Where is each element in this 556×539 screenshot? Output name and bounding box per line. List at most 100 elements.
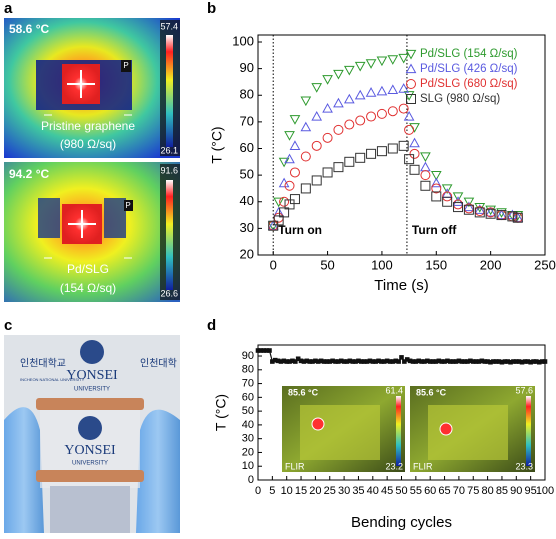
- marker: [409, 123, 420, 133]
- marker: [398, 103, 409, 114]
- y-tick-label: 80: [240, 87, 254, 102]
- marker: [452, 196, 464, 206]
- scale-max: 91.6: [160, 165, 178, 175]
- x-tick-label: 90: [510, 485, 522, 497]
- x-tick-label: 5: [269, 485, 275, 497]
- panel-label: c: [4, 317, 12, 334]
- caption: (154 Ω/sq): [60, 281, 116, 295]
- legend-label: SLG (980 Ω/sq): [420, 93, 500, 105]
- marker: [322, 132, 333, 143]
- marker: [507, 211, 518, 222]
- x-tick-label: 80: [481, 485, 493, 497]
- marker: [366, 111, 377, 122]
- marker: [289, 115, 301, 125]
- caption: Pristine graphene: [41, 119, 135, 133]
- marker: [512, 212, 524, 222]
- marker: [463, 201, 475, 212]
- marker: [273, 197, 285, 208]
- marker: [354, 89, 366, 100]
- marker: [441, 184, 453, 194]
- marker-label: P: [125, 201, 130, 210]
- marker: [404, 154, 415, 165]
- y-tick-label: 70: [242, 377, 254, 389]
- x-tick-label: 250: [534, 257, 556, 272]
- marker: [311, 140, 322, 151]
- marker: [542, 359, 548, 364]
- x-tick-label: 50: [320, 257, 334, 272]
- marker: [430, 177, 442, 188]
- x-axis-label: Time (s): [374, 277, 428, 294]
- marker: [300, 183, 311, 194]
- plot-frame: [257, 34, 546, 256]
- x-tick-label: 55: [410, 485, 422, 497]
- marker: [512, 212, 523, 223]
- marker: [399, 355, 404, 360]
- y-tick-label: 20: [240, 246, 254, 261]
- marker: [474, 204, 486, 214]
- x-tick-label: 75: [467, 485, 479, 497]
- y-tick-label: 20: [242, 446, 254, 458]
- y-tick-label: 0: [248, 474, 254, 486]
- caption: Pd/SLG: [67, 262, 109, 276]
- x-tick-label: 25: [324, 485, 336, 497]
- photo: YONSEI UNIVERSITY 인천대학교 인천대학 INCHEON NAT…: [4, 335, 180, 533]
- y-tick-label: 60: [242, 391, 254, 403]
- marker: [311, 111, 323, 121]
- marker: [485, 205, 496, 216]
- marker: [284, 180, 295, 191]
- y-tick-label: 100: [232, 33, 254, 48]
- marker: [344, 119, 355, 130]
- marker: [343, 65, 355, 76]
- marker: [289, 194, 300, 205]
- photo-text: YONSEI: [66, 368, 118, 383]
- marker: [403, 111, 415, 121]
- marker: [474, 207, 485, 218]
- y-tick-label: 80: [242, 364, 254, 376]
- y-tick-label: 40: [240, 193, 254, 208]
- marker: [485, 206, 496, 217]
- temperature-label: 94.2 °C: [9, 167, 49, 181]
- marker-label: P: [123, 61, 128, 70]
- scale-min: 23.3: [515, 461, 533, 471]
- x-tick-label: 150: [425, 257, 447, 272]
- marker: [387, 55, 399, 65]
- marker: [268, 220, 279, 231]
- x-tick-label: 70: [453, 485, 465, 497]
- scale-min: 23.2: [385, 461, 403, 471]
- legend-label: Pd/SLG (680 Ω/sq): [420, 78, 518, 90]
- temperature-label: 85.6 °C: [288, 387, 319, 397]
- marker: [284, 153, 295, 164]
- y-tick-label: 30: [242, 433, 254, 445]
- marker: [398, 140, 409, 151]
- marker: [420, 180, 431, 191]
- marker: [365, 59, 377, 69]
- marker: [403, 91, 415, 101]
- photo-text: INCHEON NATIONAL UNIVERSITY: [20, 377, 85, 382]
- x-tick-label: 65: [438, 485, 450, 497]
- marker: [278, 177, 290, 188]
- marker: [289, 140, 301, 150]
- photo-text: UNIVERSITY: [74, 387, 110, 393]
- marker: [311, 83, 323, 93]
- y-tick-label: 90: [242, 350, 254, 362]
- marker: [452, 192, 464, 202]
- marker: [343, 93, 355, 104]
- marker: [354, 61, 366, 72]
- x-tick-label: 45: [381, 485, 393, 497]
- marker: [409, 137, 420, 148]
- marker: [311, 175, 322, 186]
- marker: [430, 171, 442, 181]
- marker: [485, 208, 496, 219]
- y-tick-label: 50: [242, 405, 254, 417]
- scale-min: 26.6: [160, 288, 178, 298]
- y-tick-label: 30: [240, 220, 254, 235]
- photo-text: UNIVERSITY: [72, 461, 108, 467]
- x-tick-label: 200: [480, 257, 502, 272]
- marker: [463, 197, 475, 208]
- logo: FLIR: [285, 461, 305, 471]
- marker: [279, 207, 290, 218]
- x-tick-label: 100: [536, 485, 554, 497]
- scale-max: 61.4: [385, 385, 403, 395]
- scale-max: 57.6: [515, 385, 533, 395]
- marker: [293, 359, 298, 364]
